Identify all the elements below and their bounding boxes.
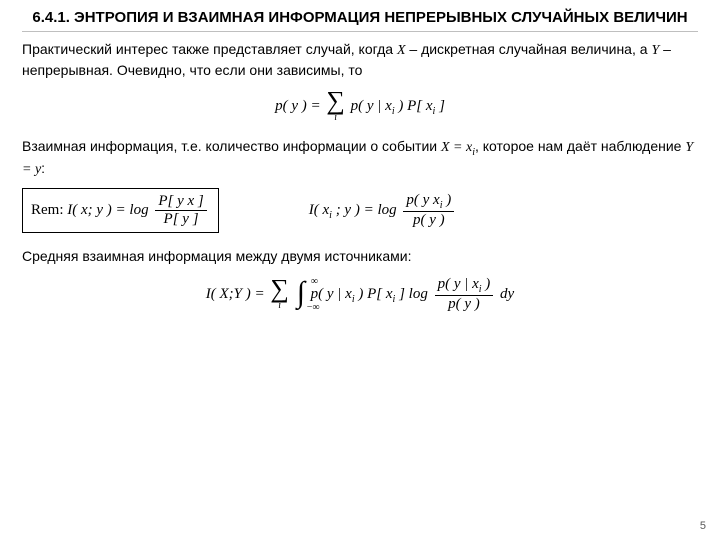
f1-rhs-a: p( y | x [351, 98, 392, 114]
para-2: Взаимная информация, т.е. количество инф… [22, 137, 698, 180]
f3-tail: dy [500, 286, 514, 302]
f3-num-a: p( y | x [438, 276, 479, 292]
rem-den: P[ y ] [155, 211, 206, 228]
sum-icon-2: ∑i [270, 278, 289, 311]
p2-text-a: Взаимная информация, т.е. количество инф… [22, 138, 441, 154]
p1-text-a: Практический интерес также представляет … [22, 41, 397, 57]
f2-num-a: p( y x [406, 192, 439, 208]
int-upper: ∞ [311, 276, 318, 287]
f3-den: p( y ) [435, 296, 494, 313]
para-1: Практический интерес также представляет … [22, 40, 698, 80]
rem-num: P[ y x ] [155, 193, 206, 211]
formula-2: I( xi ; y ) = log p( y xi ) p( y ) [309, 192, 457, 229]
para-3: Средняя взаимная информация между двумя … [22, 247, 698, 266]
f2-den: p( y ) [403, 212, 454, 229]
f1-lhs: p( y ) = [275, 98, 321, 114]
f2-num-b: ) [442, 192, 451, 208]
f2-lhs-a: I( x [309, 202, 329, 218]
p2-text-c: : [41, 160, 45, 176]
f3-mid-b: ) P[ x [355, 286, 393, 302]
page-number: 5 [700, 520, 706, 532]
p2-xeq: X = x [441, 140, 472, 155]
f3-num-b: ) [482, 276, 491, 292]
f3-mid-a: p( y | x [311, 286, 352, 302]
p1-text-b: – дискретная случайная величина, а [406, 41, 652, 57]
f2-lhs-b: ; y ) = log [332, 202, 400, 218]
formula-1: p( y ) = ∑i p( y | xi ) P[ xi ] [22, 90, 698, 123]
f1-rhs-b: ) P[ x [395, 98, 433, 114]
sum-icon: ∑i [326, 90, 345, 123]
slide-title: 6.4.1. ЭНТРОПИЯ И ВЗАИМНАЯ ИНФОРМАЦИЯ НЕ… [22, 8, 698, 32]
formula-3: I( X;Y ) = ∑i ∫ ∞ −∞ p( y | xi ) P[ xi ]… [22, 276, 698, 313]
integral-icon: ∫ ∞ −∞ [297, 282, 305, 307]
f1-rhs-c: ] [435, 98, 445, 114]
p2-text-b: , которое нам даёт наблюдение [475, 138, 685, 154]
rem-lhs: I( x; y ) = log [64, 202, 153, 218]
f3-mid-c: ] log [395, 286, 431, 302]
p1-var-x: X [397, 43, 406, 58]
int-lower: −∞ [307, 302, 320, 313]
formula-2-row: Rem: I( x; y ) = log P[ y x ] P[ y ] I( … [22, 188, 698, 233]
f3-lhs: I( X;Y ) = [206, 286, 265, 302]
rem-box: Rem: I( x; y ) = log P[ y x ] P[ y ] [22, 188, 219, 233]
rem-label: Rem: [31, 202, 64, 218]
